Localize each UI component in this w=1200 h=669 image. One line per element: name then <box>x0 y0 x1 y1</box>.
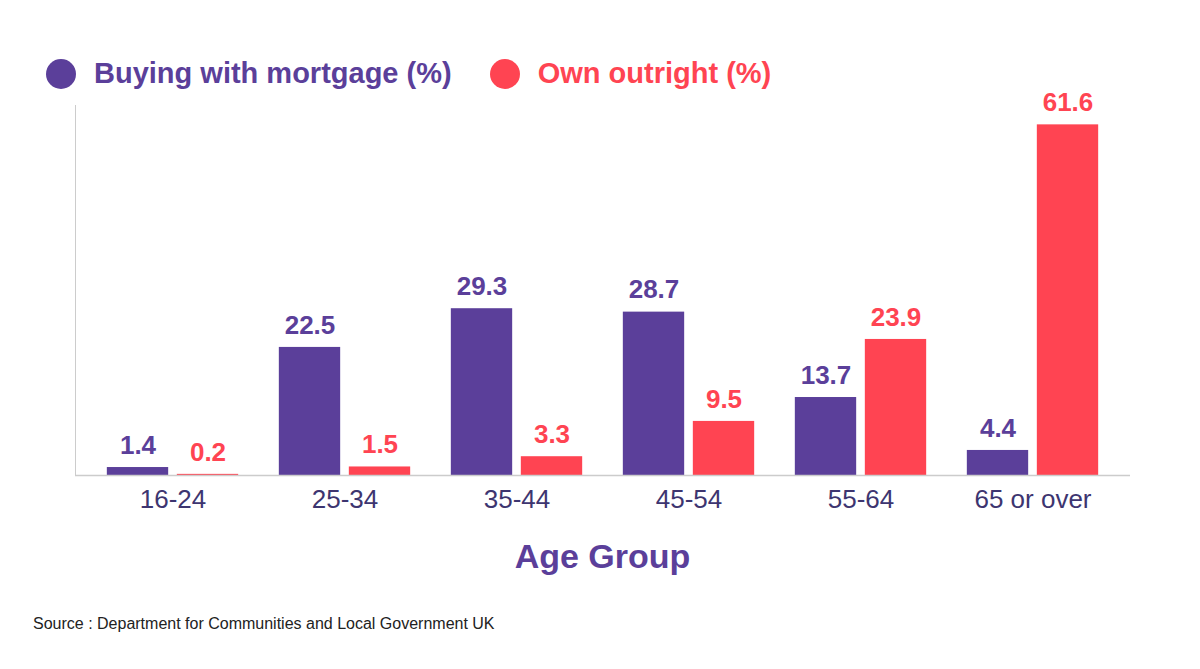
svg-text:13.7: 13.7 <box>801 360 852 390</box>
html-text:Age Group: Age Group <box>514 537 691 575</box>
svg-text:61.6: 61.6 <box>1043 87 1094 117</box>
svg-text:4.4: 4.4 <box>980 413 1017 443</box>
svg-text:55-64: 55-64 <box>828 484 895 514</box>
svg-text:35-44: 35-44 <box>484 484 551 514</box>
svg-text:29.3: 29.3 <box>457 271 508 301</box>
svg-text:0.2: 0.2 <box>190 437 226 467</box>
svg-text:28.7: 28.7 <box>629 274 680 304</box>
svg-text:23.9: 23.9 <box>871 302 922 332</box>
svg-text:25-34: 25-34 <box>312 484 379 514</box>
svg-text:1.4: 1.4 <box>120 430 157 460</box>
svg-text:1.5: 1.5 <box>362 429 398 459</box>
html-text:Source : Department for Commun: Source : Department for Communities and … <box>33 615 495 632</box>
svg-text:3.3: 3.3 <box>534 419 570 449</box>
html-text:Own outright (%): Own outright (%) <box>537 57 772 89</box>
html-text:Buying with mortgage (%): Buying with mortgage (%) <box>94 57 452 89</box>
svg-text:65 or over: 65 or over <box>974 484 1091 514</box>
svg-text:22.5: 22.5 <box>285 310 336 340</box>
svg-text:45-54: 45-54 <box>656 484 723 514</box>
svg-text:9.5: 9.5 <box>706 384 742 414</box>
svg-text:16-24: 16-24 <box>140 484 207 514</box>
